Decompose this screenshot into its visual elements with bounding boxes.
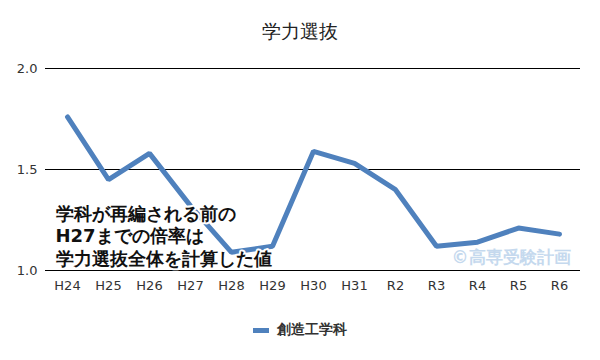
html-text:学力選抜: 学力選抜: [262, 20, 338, 42]
svg-text:1.0: 1.0: [17, 263, 38, 278]
html-text:創造工学科: 創造工学科: [277, 321, 347, 337]
svg-text:H25: H25: [95, 278, 121, 293]
svg-text:H31: H31: [341, 278, 367, 293]
svg-text:H28: H28: [218, 278, 244, 293]
svg-text:H27: H27: [177, 278, 203, 293]
svg-text:R5: R5: [510, 278, 527, 293]
svg-text:H29: H29: [259, 278, 285, 293]
svg-text:R6: R6: [551, 278, 568, 293]
svg-text:学科が再編される前のH27までの倍率は学力選抜全体を計算した: 学科が再編される前のH27までの倍率は学力選抜全体を計算した値: [56, 203, 272, 269]
svg-text:2.0: 2.0: [17, 61, 38, 76]
svg-text:R2: R2: [387, 278, 404, 293]
svg-text:H24: H24: [54, 278, 80, 293]
svg-text:©高専受験計画: ©高専受験計画: [452, 247, 571, 267]
svg-text:R4: R4: [469, 278, 486, 293]
svg-text:R3: R3: [428, 278, 445, 293]
svg-text:H30: H30: [300, 278, 326, 293]
svg-text:H26: H26: [136, 278, 162, 293]
svg-text:1.5: 1.5: [17, 162, 38, 177]
